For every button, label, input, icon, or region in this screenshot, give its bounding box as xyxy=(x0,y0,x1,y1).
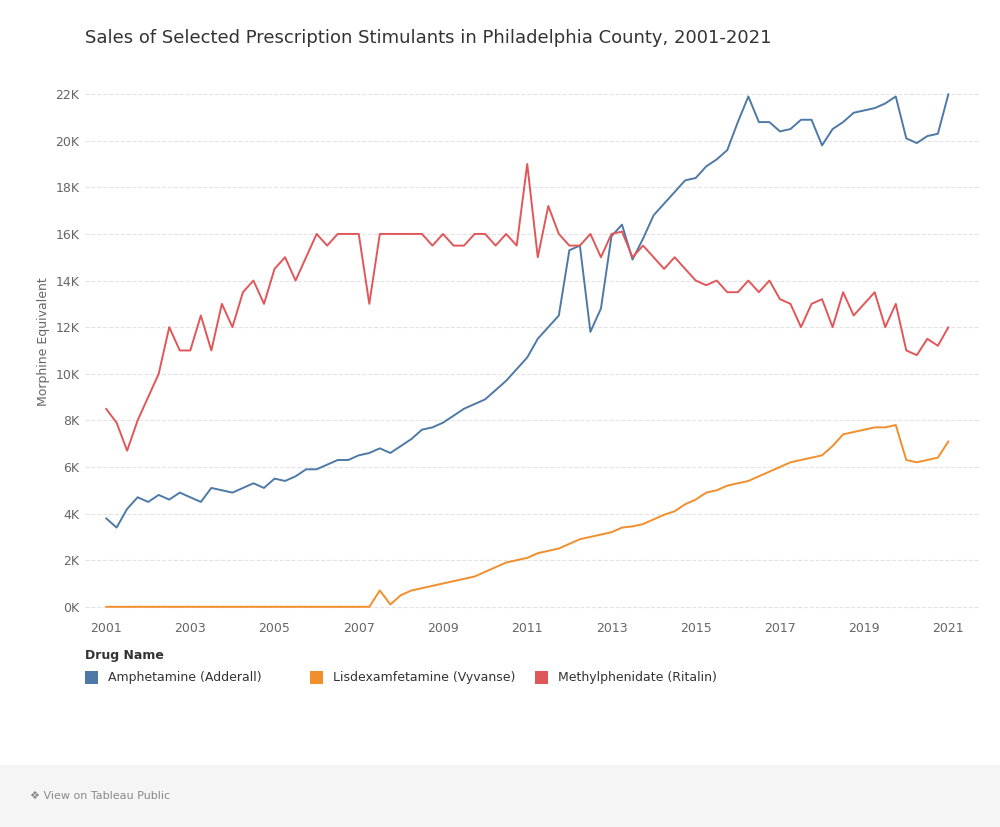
Text: ❖ View on Tableau Public: ❖ View on Tableau Public xyxy=(30,791,170,801)
Text: Sales of Selected Prescription Stimulants in Philadelphia County, 2001-2021: Sales of Selected Prescription Stimulant… xyxy=(85,29,772,47)
Text: Methylphenidate (Ritalin): Methylphenidate (Ritalin) xyxy=(558,671,717,684)
Y-axis label: Morphine Equivalent: Morphine Equivalent xyxy=(37,277,50,405)
Text: Amphetamine (Adderall): Amphetamine (Adderall) xyxy=(108,671,262,684)
Text: Drug Name: Drug Name xyxy=(85,649,164,662)
Text: Lisdexamfetamine (Vyvanse): Lisdexamfetamine (Vyvanse) xyxy=(333,671,515,684)
